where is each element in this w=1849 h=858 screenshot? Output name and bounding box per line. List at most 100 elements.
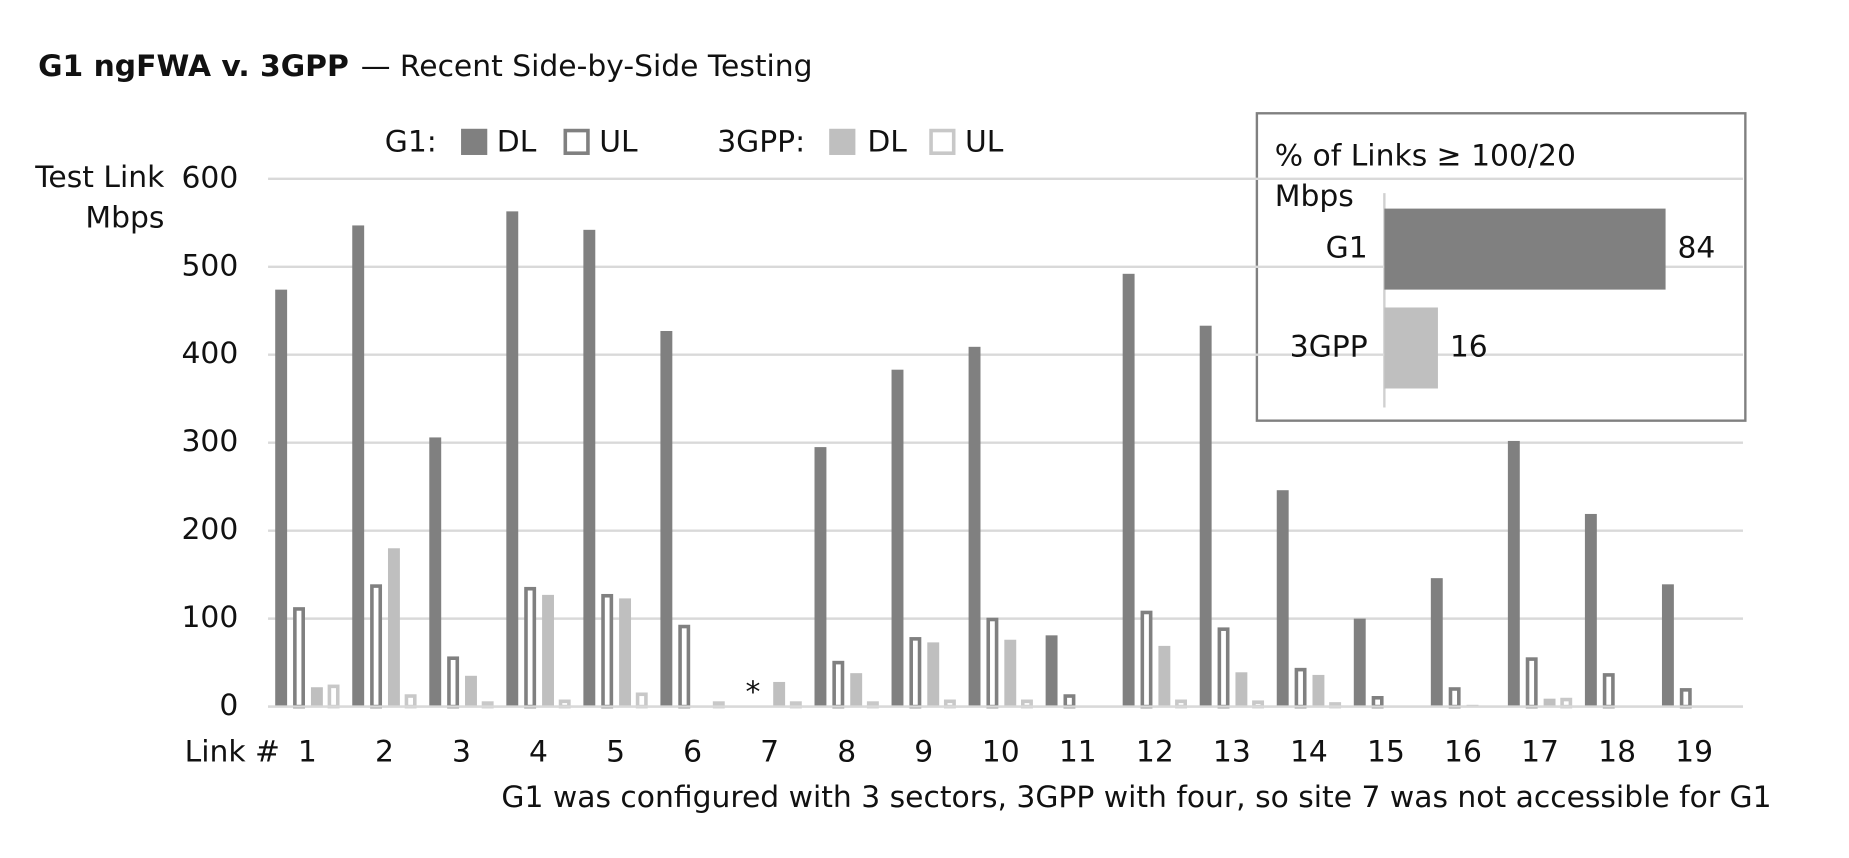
bar xyxy=(832,660,845,709)
bar xyxy=(1122,273,1135,707)
subtitle: — Recent Side-by-Side Testing xyxy=(361,48,813,83)
x-tick-label: 18 xyxy=(1598,735,1636,770)
x-tick-label: 13 xyxy=(1213,735,1251,770)
bar xyxy=(1140,610,1153,709)
x-tick-label: 4 xyxy=(529,735,548,770)
legend-swatch xyxy=(829,128,856,155)
bar xyxy=(635,692,648,709)
x-axis-label: Link # xyxy=(185,735,280,770)
bar xyxy=(1294,667,1307,709)
y-tick-label: 100 xyxy=(181,600,238,635)
inset-category: 3GPP xyxy=(1290,329,1368,364)
bar xyxy=(1584,513,1597,707)
bar xyxy=(1199,325,1212,707)
inset-title: % of Links ≥ 100/20 Mbps xyxy=(1274,138,1576,214)
x-tick-label: 19 xyxy=(1675,735,1713,770)
bar xyxy=(660,330,673,707)
legend-swatch xyxy=(563,128,590,155)
bar xyxy=(447,656,460,709)
bar xyxy=(310,687,323,707)
bar xyxy=(968,346,981,707)
y-label-box: Test Link Mbps xyxy=(35,159,165,235)
x-tick-label: 6 xyxy=(683,735,702,770)
x-tick-label: 16 xyxy=(1444,735,1482,770)
bar xyxy=(1679,688,1692,709)
bar xyxy=(773,681,786,707)
bar xyxy=(542,594,554,707)
x-tick-label: 14 xyxy=(1290,735,1328,770)
x-tick-label: 15 xyxy=(1367,735,1405,770)
bar xyxy=(1217,627,1230,709)
title: G1 ngFWA v. 3GPP xyxy=(38,48,349,83)
x-tick-label: 11 xyxy=(1059,735,1097,770)
y-tick-label: 0 xyxy=(219,688,238,723)
bar xyxy=(891,369,904,707)
x-tick-label: 5 xyxy=(606,735,625,770)
bar xyxy=(1235,672,1248,707)
bar xyxy=(583,229,596,707)
y-tick-label: 200 xyxy=(181,512,238,547)
inset-category: G1 xyxy=(1326,231,1368,266)
bar xyxy=(1276,490,1289,707)
bar xyxy=(293,607,305,709)
bar xyxy=(1661,584,1674,707)
legend-label: DL xyxy=(497,125,537,160)
bar xyxy=(986,617,999,709)
legend-group: G1: xyxy=(385,125,437,160)
inset-bar xyxy=(1384,208,1666,290)
x-tick-label: 12 xyxy=(1136,735,1174,770)
inset-bar xyxy=(1384,307,1438,389)
legend-swatch xyxy=(461,128,488,155)
bar xyxy=(1004,639,1017,707)
chart-title: G1 ngFWA v. 3GPP — Recent Side-by-Side Te… xyxy=(38,48,812,83)
bar xyxy=(1353,618,1366,707)
bar xyxy=(506,211,519,707)
legend-swatch xyxy=(929,128,956,155)
note: G1 was configured with 3 sectors, 3GPP w… xyxy=(501,780,1771,815)
x-tick-label: 8 xyxy=(837,735,856,770)
bar xyxy=(678,624,691,709)
bar xyxy=(387,548,400,707)
bar xyxy=(1045,635,1058,707)
bar xyxy=(1158,645,1171,707)
inset-title-box: % of Links ≥ 100/20 Mbps xyxy=(1274,138,1576,214)
bar xyxy=(524,586,537,709)
bar xyxy=(814,447,827,707)
inset-value-label: 84 xyxy=(1677,231,1715,266)
legend-group: 3GPP: xyxy=(717,125,805,160)
y-tick-label: 600 xyxy=(181,160,238,195)
legend-label: UL xyxy=(965,125,1004,160)
annotation: * xyxy=(745,675,760,710)
inset-value-label: 16 xyxy=(1450,329,1488,364)
bar xyxy=(1507,440,1520,707)
bar xyxy=(465,675,477,707)
x-tick-label: 2 xyxy=(375,735,394,770)
x-tick-label: 9 xyxy=(914,735,933,770)
bar xyxy=(429,437,442,707)
bar xyxy=(404,694,417,709)
bar xyxy=(619,598,632,707)
bar xyxy=(1063,694,1076,709)
x-tick-label: 1 xyxy=(298,735,317,770)
x-tick-label: 3 xyxy=(452,735,471,770)
bar xyxy=(1602,673,1615,709)
bar xyxy=(1448,687,1461,709)
bar xyxy=(275,289,288,707)
y-tick-label: 500 xyxy=(181,248,238,283)
bar xyxy=(327,684,340,709)
bar xyxy=(1525,657,1538,709)
bar xyxy=(1312,674,1325,707)
y-tick-label: 300 xyxy=(181,424,238,459)
bar xyxy=(927,642,940,707)
legend-label: UL xyxy=(599,125,638,160)
bar xyxy=(909,637,922,709)
bar xyxy=(1543,698,1556,707)
x-tick-label: 10 xyxy=(982,735,1020,770)
bar xyxy=(370,584,383,709)
bar xyxy=(601,593,614,709)
y-axis-label: Test Link Mbps xyxy=(35,159,165,235)
bar xyxy=(1430,578,1443,707)
bar xyxy=(850,673,863,707)
bar xyxy=(1371,696,1384,709)
